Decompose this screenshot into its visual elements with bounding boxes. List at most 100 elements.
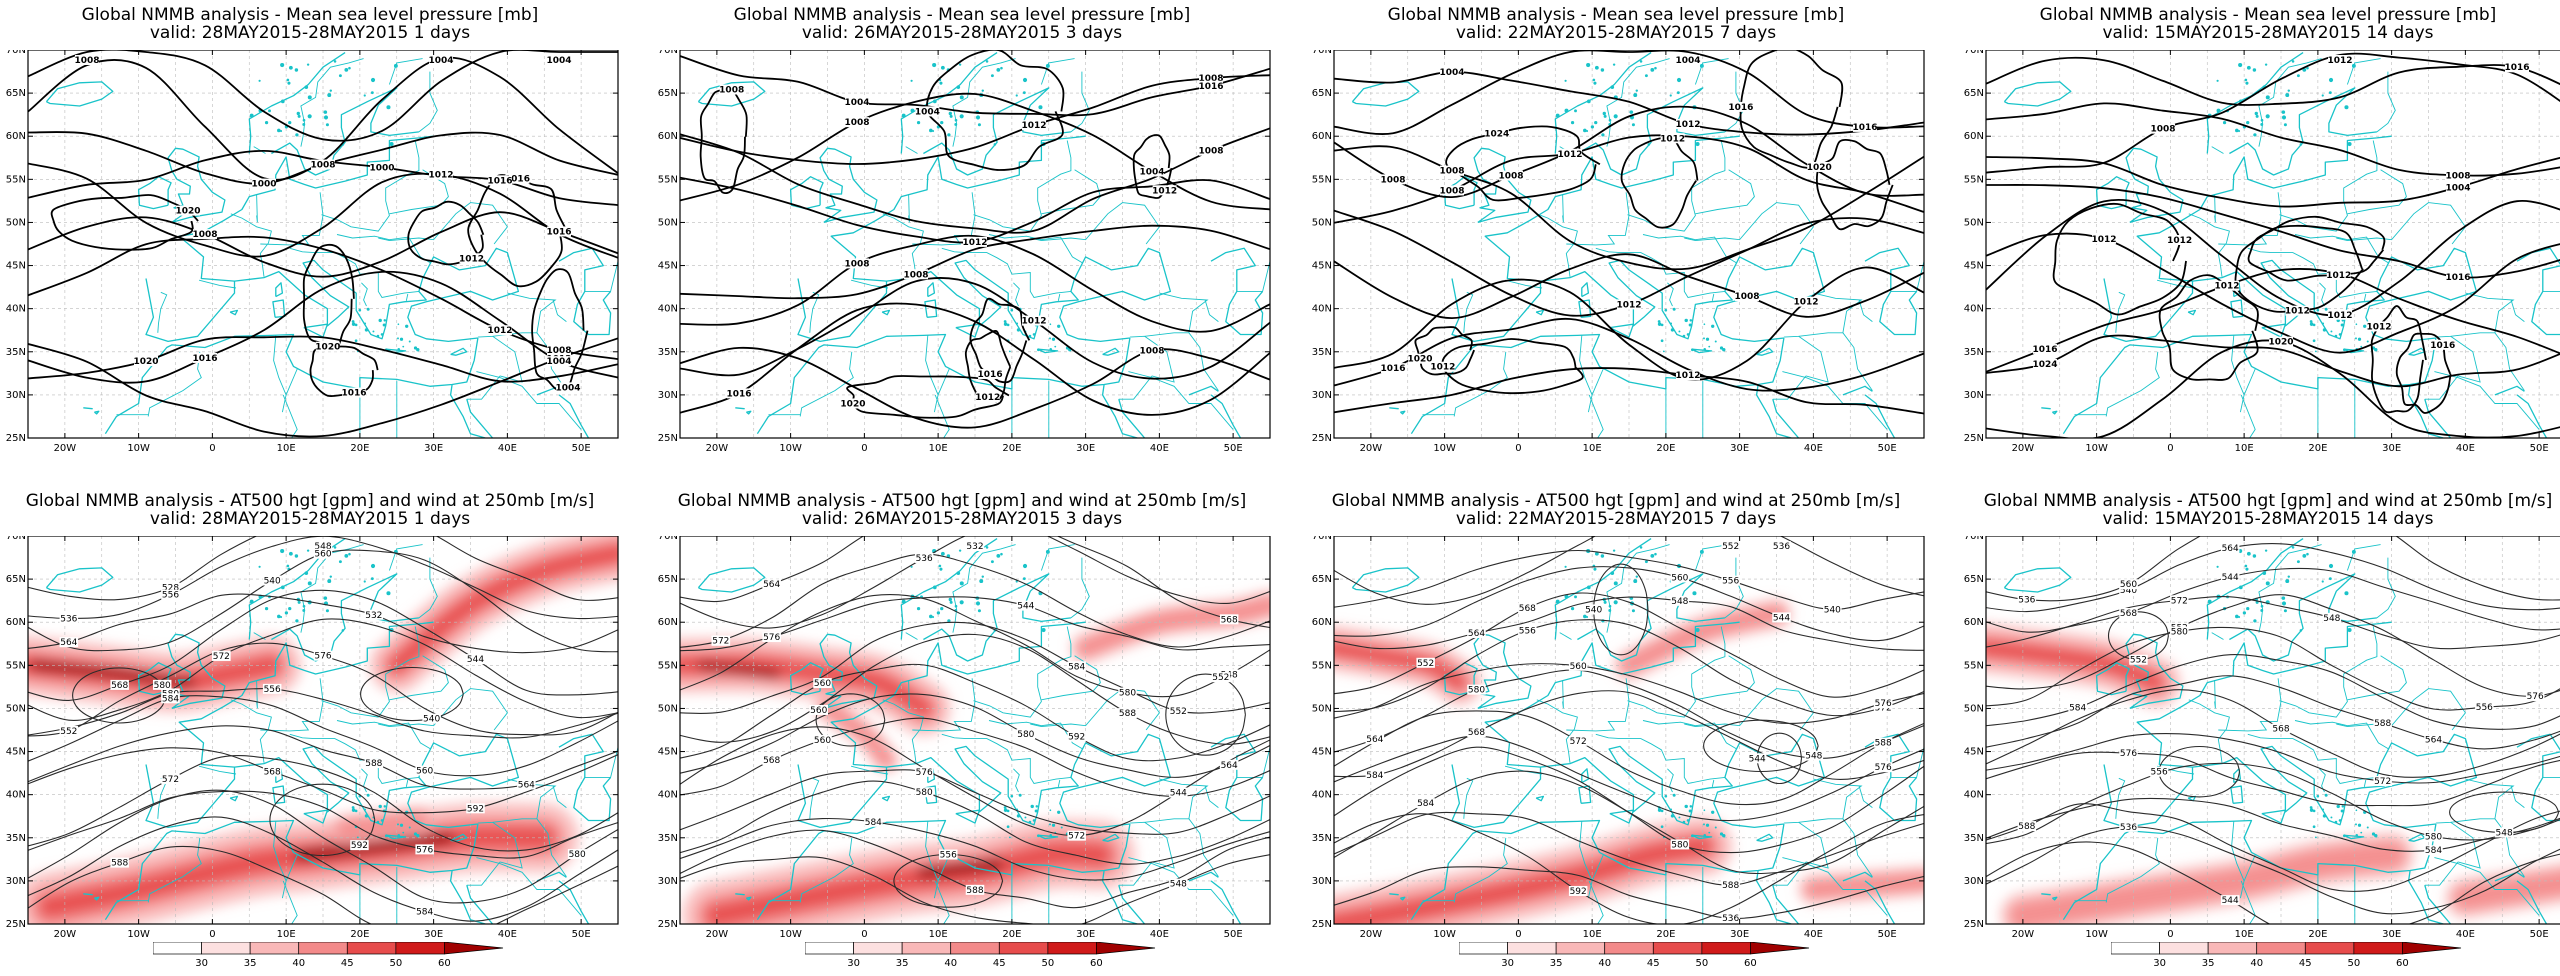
contour-label: 1008 xyxy=(1734,292,1759,302)
lat-tick-label: 35N xyxy=(658,347,678,358)
map-panel-mslp-3: Global NMMB analysis - Mean sea level pr… xyxy=(652,0,1272,470)
contour-label: 1012 xyxy=(975,393,1000,403)
lat-tick-label: 25N xyxy=(6,919,26,930)
colorbar-swatch xyxy=(1750,942,1809,954)
lon-tick-label: 40E xyxy=(1150,443,1169,454)
lat-tick-label: 45N xyxy=(6,261,26,272)
contour-label: 1012 xyxy=(1430,363,1455,373)
lat-tick-label: 55N xyxy=(1312,660,1332,671)
lat-tick-label: 30N xyxy=(1312,390,1332,401)
colorbar-swatch xyxy=(202,942,251,954)
contour-label: 576 xyxy=(314,652,331,662)
lat-tick-label: 55N xyxy=(658,174,678,185)
contour-label: 1004 xyxy=(1139,168,1164,178)
lat-tick-label: 50N xyxy=(6,703,26,714)
lat-tick-label: 45N xyxy=(658,261,678,272)
contour-label: 576 xyxy=(2527,692,2544,702)
contour-label: 1008 xyxy=(2445,171,2470,181)
lon-tick-label: 50E xyxy=(572,443,591,454)
contour-label: 564 xyxy=(2222,544,2239,554)
lon-tick-label: 40E xyxy=(498,929,517,940)
contour-label: 1008 xyxy=(310,161,335,171)
lat-tick-label: 60N xyxy=(658,617,678,628)
lon-tick-label: 50E xyxy=(1878,929,1897,940)
lat-tick-label: 35N xyxy=(6,347,26,358)
lat-tick-label: 35N xyxy=(1312,833,1332,844)
lat-tick-label: 50N xyxy=(658,217,678,228)
lat-tick-label: 40N xyxy=(1964,304,1984,315)
lon-tick-label: 20W xyxy=(54,929,77,940)
contour-label: 1004 xyxy=(546,56,571,66)
colorbar-swatch xyxy=(1556,942,1605,954)
lat-tick-label: 30N xyxy=(1312,876,1332,887)
lat-tick-label: 30N xyxy=(1964,390,1984,401)
colorbar-swatch xyxy=(396,942,445,954)
contour-label: 576 xyxy=(763,633,780,643)
contour-label: 1024 xyxy=(1484,129,1509,139)
contour-label: 568 xyxy=(763,756,780,766)
contour-label: 1012 xyxy=(1152,186,1177,196)
contour-label: 1012 xyxy=(2326,271,2351,281)
lat-tick-label: 55N xyxy=(1964,660,1984,671)
lon-tick-label: 20W xyxy=(706,443,729,454)
contour-label: 1004 xyxy=(844,98,869,108)
lon-tick-label: 20W xyxy=(1360,443,1383,454)
contour-label: 1020 xyxy=(133,357,158,367)
lon-tick-label: 40E xyxy=(498,443,517,454)
contour-label: 564 xyxy=(763,580,780,590)
lat-tick-label: 50N xyxy=(1964,703,1984,714)
contour-label: 556 xyxy=(1519,626,1536,636)
contour-label: 556 xyxy=(162,591,179,601)
contour-label: 564 xyxy=(518,780,535,790)
lon-tick-label: 20E xyxy=(2308,443,2327,454)
map-view: 5365405445485525565605645685725765805845… xyxy=(1958,536,2560,942)
lon-tick-label: 10E xyxy=(277,443,296,454)
contour-label: 564 xyxy=(1366,735,1383,745)
lon-tick-label: 20W xyxy=(54,443,77,454)
lat-tick-label: 50N xyxy=(6,217,26,228)
colorbar-swatch xyxy=(347,942,396,954)
contour-label: 572 xyxy=(162,775,179,785)
lon-tick-label: 50E xyxy=(1224,929,1243,940)
contour-label: 584 xyxy=(162,694,179,704)
contour-label: 552 xyxy=(1722,542,1739,552)
contour-label: 552 xyxy=(1212,673,1229,683)
contour-label: 1012 xyxy=(2327,56,2352,66)
map-panel-mslp-7: Global NMMB analysis - Mean sea level pr… xyxy=(1306,0,1926,470)
lon-tick-label: 10E xyxy=(277,929,296,940)
lon-tick-label: 50E xyxy=(572,929,591,940)
contour-label: 540 xyxy=(264,577,281,587)
contour-label: 548 xyxy=(2496,828,2513,838)
contour-label: 540 xyxy=(423,715,440,725)
lat-tick-label: 25N xyxy=(6,433,26,444)
lat-tick-label: 35N xyxy=(1964,347,1984,358)
contour-label: 560 xyxy=(416,767,433,777)
map-panel-mslp-1: Global NMMB analysis - Mean sea level pr… xyxy=(0,0,620,470)
map-view: 1004100010001000100410081012101610201012… xyxy=(0,50,620,456)
lat-tick-label: 55N xyxy=(658,660,678,671)
contour-label: 572 xyxy=(1068,832,1085,842)
panel-valid-date: valid: 26MAY2015-28MAY2015 3 days xyxy=(652,24,1272,43)
contour-label: 592 xyxy=(351,841,368,851)
colorbar-swatch xyxy=(951,942,1000,954)
lat-tick-label: 40N xyxy=(6,304,26,315)
lon-tick-label: 20E xyxy=(1002,929,1021,940)
contour-label: 1016 xyxy=(1852,123,1877,133)
lon-tick-label: 30E xyxy=(1076,443,1095,454)
contour-label: 588 xyxy=(2374,719,2391,729)
contour-label: 576 xyxy=(416,845,433,855)
contour-label: 1012 xyxy=(1660,134,1685,144)
contour-label: 564 xyxy=(2425,736,2442,746)
colorbar-swatch xyxy=(1508,942,1557,954)
contour-label: 544 xyxy=(1749,754,1766,764)
contour-label: 536 xyxy=(1722,914,1739,924)
lat-tick-label: 25N xyxy=(1964,433,1984,444)
lat-tick-label: 60N xyxy=(1312,617,1332,628)
panel-valid-date: valid: 15MAY2015-28MAY2015 14 days xyxy=(1958,510,2560,529)
lat-tick-label: 70N xyxy=(1312,536,1332,542)
contour-label: 560 xyxy=(2120,580,2137,590)
contour-label: 1020 xyxy=(1807,163,1832,173)
lat-tick-label: 35N xyxy=(6,833,26,844)
